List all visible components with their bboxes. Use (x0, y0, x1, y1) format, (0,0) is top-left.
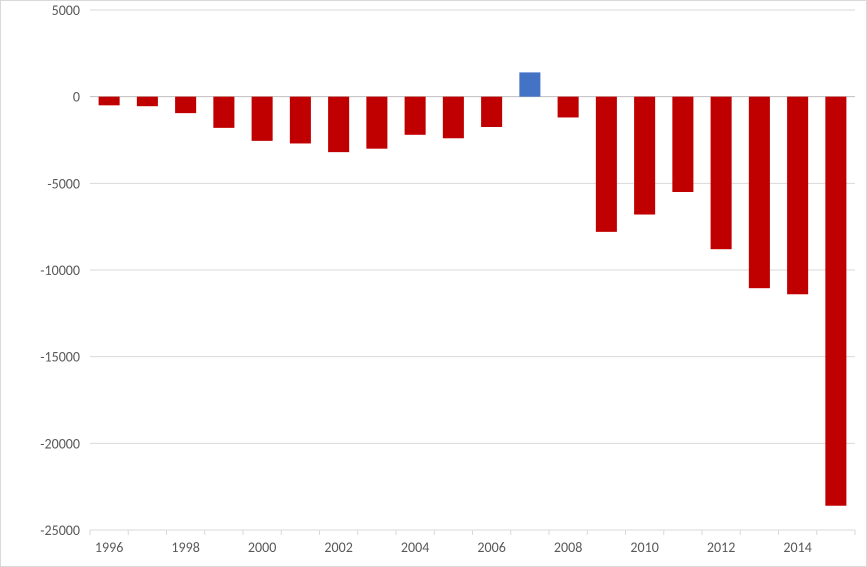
y-axis-label: -10000 (40, 262, 80, 279)
chart-svg: -25000 -20000 -15000 -10000 -5000 0 5000 1996 19… (0, 0, 867, 567)
chart-border (1, 1, 867, 567)
y-axis-label: -15000 (40, 349, 80, 366)
bar (213, 97, 234, 128)
x-axis-label: 2008 (554, 539, 582, 556)
bar (481, 97, 502, 127)
y-axis-label: -5000 (47, 175, 80, 192)
y-axis-label: 5000 (52, 2, 80, 19)
bar (99, 97, 120, 106)
bar (711, 97, 732, 250)
bar (558, 97, 579, 118)
x-axis-label: 2010 (630, 539, 658, 556)
bar (672, 97, 693, 192)
y-axis-label: 0 (73, 89, 80, 106)
y-axis-label: -25000 (40, 522, 80, 539)
x-axis-label: 2000 (248, 539, 276, 556)
bar (328, 97, 349, 152)
bar (825, 97, 846, 506)
bar (290, 97, 311, 144)
bar (634, 97, 655, 215)
x-axis-label: 2012 (707, 539, 735, 556)
x-axis-label: 2002 (324, 539, 352, 556)
bar (175, 97, 196, 113)
x-axis-label: 1998 (171, 539, 199, 556)
bar (519, 72, 540, 96)
x-axis-label: 1996 (95, 539, 123, 556)
y-axis-label: -20000 (40, 435, 80, 452)
x-axis-label: 2014 (783, 539, 811, 556)
bar-chart: -25000 -20000 -15000 -10000 -5000 0 5000 1996 19… (0, 0, 867, 567)
bar (252, 97, 273, 141)
bar (749, 97, 770, 289)
x-axis-label: 2004 (401, 539, 429, 556)
bar (443, 97, 464, 139)
x-axis-label: 2006 (477, 539, 505, 556)
bar (596, 97, 617, 232)
bar (405, 97, 426, 135)
bar (366, 97, 387, 149)
bar (787, 97, 808, 295)
bar (137, 97, 158, 107)
